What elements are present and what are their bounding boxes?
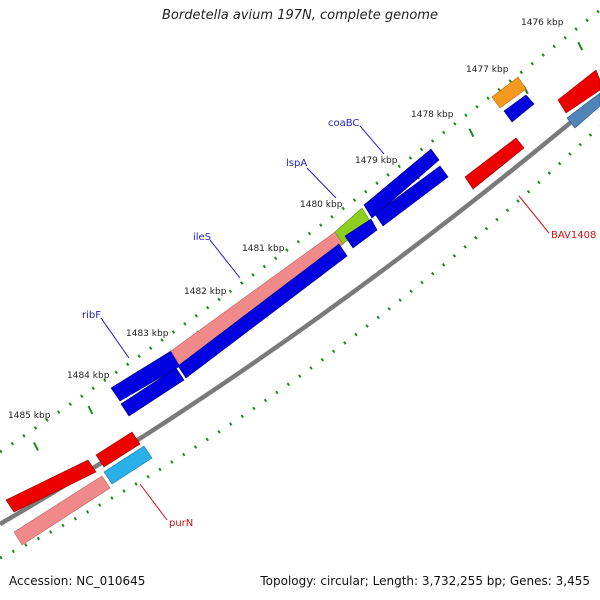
kbp-label-1476: 1476 kbp [521,18,564,28]
gene-red-left-2[interactable] [5,459,97,513]
outer-strand-genes [5,69,600,513]
topology-text: Topology: circular; Length: 3,732,255 bp… [260,574,590,588]
label-leaders [100,125,550,521]
gene-orange[interactable] [491,76,527,109]
gene-label-ileS: ileS [193,232,211,243]
inner-scale-ring [0,124,600,560]
scale-tick [87,405,94,415]
gene-label-coaBC: coaBC [328,118,359,129]
gene-label-lspA: lspA [286,158,307,169]
kbp-label-1477: 1477 kbp [466,65,509,75]
kbp-label-1481: 1481 kbp [242,244,285,254]
gene-BAV1408[interactable] [464,137,525,190]
kbp-label-1480: 1480 kbp [300,200,343,210]
kbp-label-1478: 1478 kbp [411,110,454,120]
leader-purN [139,483,168,521]
gene-steel-blue[interactable] [566,92,600,129]
leader-coaBC [359,125,385,155]
gene-blue-inner-4[interactable] [374,165,449,227]
inner-strand-genes [13,92,600,546]
leader-BAV1408 [518,195,550,234]
gene-red-far-right[interactable] [557,69,600,114]
gene-red-left-1[interactable] [95,431,141,468]
gene-blue-inner-3[interactable] [344,218,378,249]
leader-ileS [209,239,241,279]
gene-label-BAV1408: BAV1408 [551,230,596,241]
scale-tick [577,41,584,51]
gene-coaBC[interactable] [363,148,440,219]
kbp-label-1479: 1479 kbp [355,156,398,166]
accession-text: Accession: NC_010645 [9,574,146,588]
outer-scale-ring [0,8,600,454]
gene-pink-inner[interactable] [13,475,111,546]
gene-label-ribF: ribF [82,310,101,321]
kbp-label-1483: 1483 kbp [126,329,169,339]
leader-lspA [306,167,337,199]
gene-label-purN: purN [169,518,193,529]
map-title: Bordetella avium 197N, complete genome [162,8,438,23]
gene-purN[interactable] [103,445,153,485]
scale-tick [33,441,39,451]
kbp-label-1485: 1485 kbp [8,411,51,421]
scale-tick [468,128,475,138]
kbp-label-1484: 1484 kbp [67,371,110,381]
gene-blue-inner-2[interactable] [177,243,348,379]
kbp-label-1482: 1482 kbp [184,287,227,297]
leader-ribF [100,317,130,359]
gene-blue-inner-5[interactable] [503,94,535,123]
gene-blue-inner-1[interactable] [120,367,185,417]
